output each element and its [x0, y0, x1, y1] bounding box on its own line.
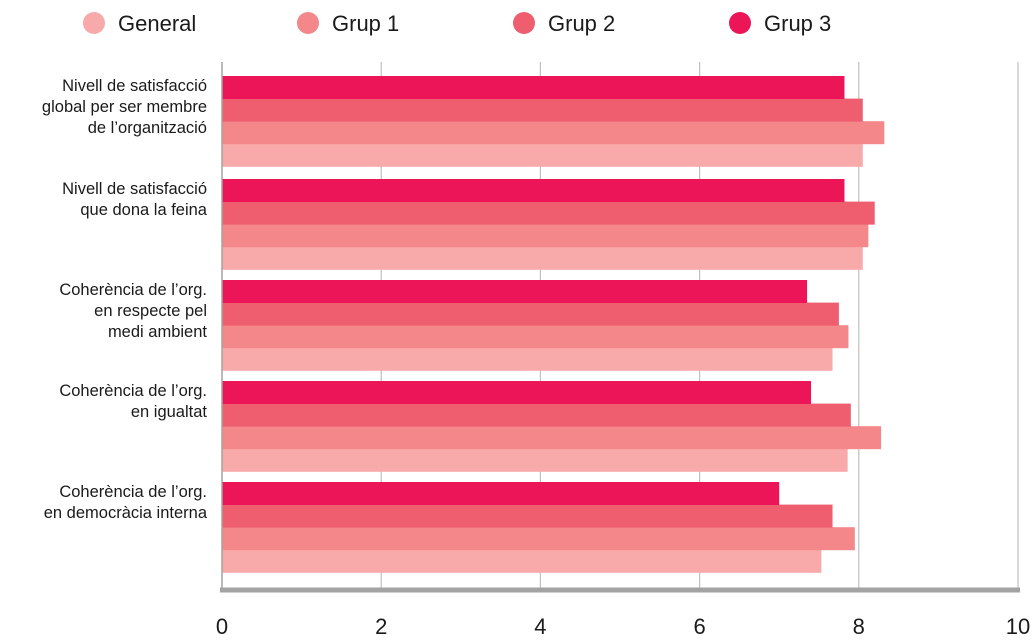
legend-swatch	[513, 12, 535, 34]
legend-item-grup-2: Grup 2	[513, 11, 615, 36]
bar-grup-3-4	[222, 381, 812, 404]
x-tick-label: 6	[693, 614, 705, 639]
category-label: Coherència de l’org. en democràcia intern…	[44, 483, 208, 522]
legend-swatch	[83, 12, 105, 34]
bar-general-5	[222, 549, 822, 573]
bar-grup-2-1	[222, 98, 863, 122]
bar-general-2	[222, 246, 863, 270]
legend-label: General	[118, 11, 196, 36]
x-axis	[220, 62, 1020, 593]
bar-grup-1-3	[222, 325, 849, 349]
bar-grup-1-4	[222, 426, 882, 450]
category-label: Nivell de satisfacció que dona la feina	[62, 180, 208, 219]
x-tick-labels: 0 2 4 6 8 10	[216, 614, 1030, 639]
legend-item-grup-3: Grup 3	[729, 11, 831, 36]
bar-grup-3-1	[222, 76, 845, 99]
category-label: Nivell de satisfacció global per ser memb…	[42, 77, 207, 137]
bar-grup-1-2	[222, 224, 869, 248]
x-tick-label: 4	[534, 614, 546, 639]
bar-grup-1-1	[222, 121, 885, 145]
bar-grup-3-2	[222, 179, 845, 202]
bar-general-4	[222, 448, 848, 472]
bar-grup-2-2	[222, 201, 875, 225]
bar-grup-2-4	[222, 403, 851, 427]
bar-grup-3-3	[222, 280, 808, 303]
category-labels: Nivell de satisfacció global per ser memb…	[42, 77, 208, 522]
legend-swatch	[297, 12, 319, 34]
legend-item-general: General	[83, 11, 196, 36]
bar-grup-1-5	[222, 527, 855, 551]
legend-swatch	[729, 12, 751, 34]
x-tick-label: 10	[1006, 614, 1030, 639]
bar-general-3	[222, 347, 833, 371]
x-tick-label: 0	[216, 614, 228, 639]
legend-label: Grup 1	[332, 11, 399, 36]
category-label: Coherència de l’org. en respecte pel medi …	[59, 281, 207, 341]
bar-grup-2-5	[222, 504, 833, 528]
legend-label: Grup 3	[764, 11, 831, 36]
legend: General Grup 1 Grup 2 Grup 3	[83, 11, 831, 36]
legend-item-grup-1: Grup 1	[297, 11, 399, 36]
bar-grup-3-5	[222, 482, 780, 505]
x-tick-label: 2	[375, 614, 387, 639]
category-label: Coherència de l’org. en igualtat	[59, 382, 207, 421]
bars	[222, 76, 885, 573]
bar-general-1	[222, 143, 863, 167]
bar-grup-2-3	[222, 302, 839, 326]
x-tick-label: 8	[853, 614, 865, 639]
legend-label: Grup 2	[548, 11, 615, 36]
